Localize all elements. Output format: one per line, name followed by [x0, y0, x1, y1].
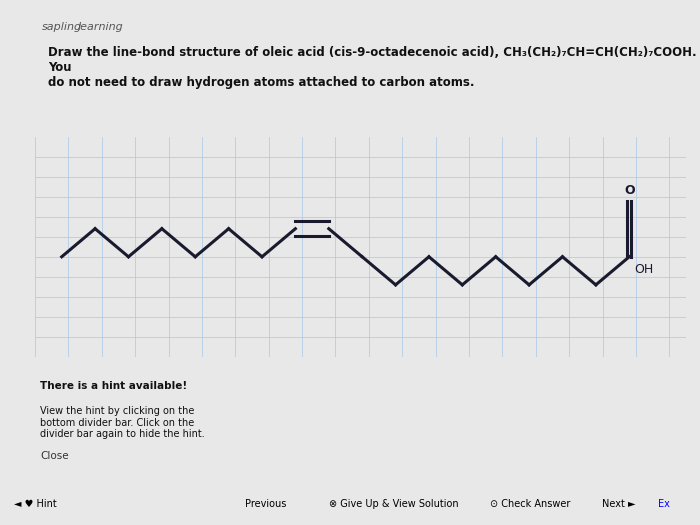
Text: Next ►: Next ► [602, 499, 636, 509]
Text: Close: Close [41, 451, 69, 461]
Text: learning: learning [77, 22, 123, 32]
Text: Previous: Previous [245, 499, 286, 509]
Text: There is a hint available!: There is a hint available! [41, 381, 188, 391]
Text: O: O [624, 184, 635, 197]
Text: sapling: sapling [41, 22, 82, 32]
Text: ◄ ♥ Hint: ◄ ♥ Hint [14, 499, 57, 509]
Text: OH: OH [634, 263, 654, 276]
Text: View the hint by clicking on the
bottom divider bar. Click on the
divider bar ag: View the hint by clicking on the bottom … [41, 406, 205, 439]
Text: ⊙ Check Answer: ⊙ Check Answer [490, 499, 570, 509]
Text: Ex: Ex [658, 499, 670, 509]
Text: Draw the line-bond structure of oleic acid (cis-9-octadecenoic acid), CH₃(CH₂)₇C: Draw the line-bond structure of oleic ac… [48, 46, 696, 89]
Text: ⊗ Give Up & View Solution: ⊗ Give Up & View Solution [329, 499, 458, 509]
